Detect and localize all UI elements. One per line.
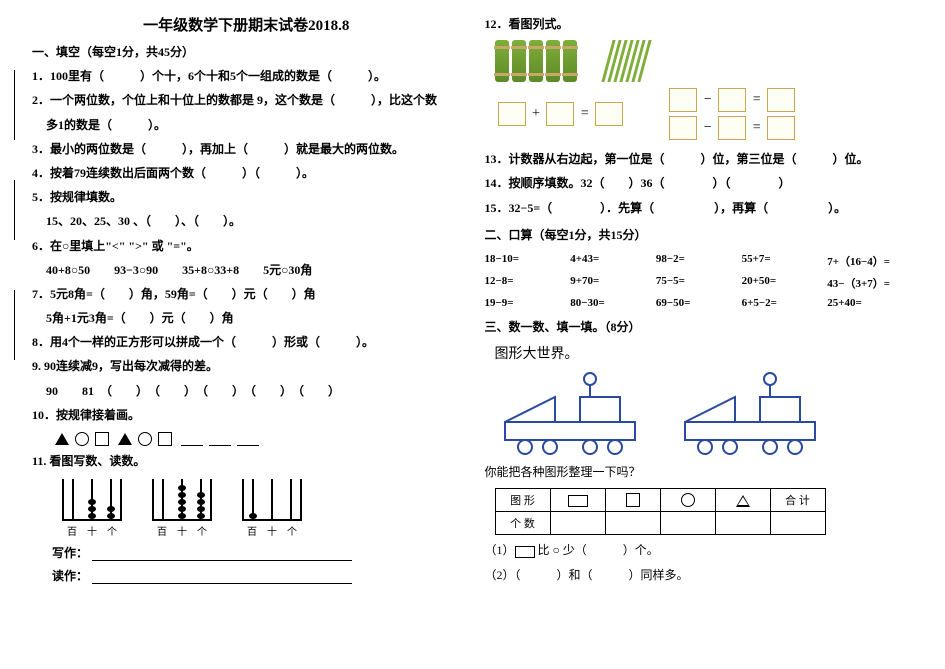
q12: 12．看图列式。 <box>485 15 914 34</box>
train-1 <box>495 367 655 457</box>
q9-row: 90 81 （ ） （ ） （ ） （ ） （ ） <box>46 382 461 401</box>
q13: 13．计数器从右边起，第一位是（ ）位，第三位是（ ）位。 <box>485 150 914 169</box>
section2-header: 二、口算（每空1分，共15分） <box>485 226 914 245</box>
abacus-2: 百十个 <box>152 479 212 538</box>
q8: 8．用4个一样的正方形可以拼成一个（ ）形或（ ）。 <box>32 333 461 352</box>
q9: 9. 90连续减9，写出每次减得的差。 <box>32 357 461 376</box>
bundle-illustration <box>495 40 914 82</box>
read-line: 读作： <box>52 567 461 584</box>
q1: 1．100里有（ ）个十，6个十和5个一组成的数是（ ）。 <box>32 67 461 86</box>
sub-q2: （2）（ ）和（ ）同样多。 <box>485 566 914 585</box>
q6-row: 40+8○50 93−3○90 35+8○33+8 5元○30角 <box>46 261 461 280</box>
section1-header: 一、填空（每空1分，共45分） <box>32 43 461 62</box>
q2b: 多1的数是（ ）。 <box>46 116 461 135</box>
table-prompt: 你能把各种图形整理一下吗？ <box>485 463 914 482</box>
square-icon <box>626 493 640 507</box>
q4: 4．按着79连续数出后面两个数（ ）（ ）。 <box>32 164 461 183</box>
q14: 14．按顺序填数。32（ ）36（ ）（ ） <box>485 174 914 193</box>
triangle-icon <box>736 495 750 507</box>
train-area: 图形大世界。 <box>485 343 914 457</box>
abacus-row: 百十个 百十个 百十个 <box>62 479 461 538</box>
abacus-3: 百十个 <box>242 479 302 538</box>
section3-header: 三、数一数、填一填。（8分） <box>485 318 914 337</box>
abacus-1: 百十个 <box>62 479 122 538</box>
q10: 10．按规律接着画。 <box>32 406 461 425</box>
q11: 11. 看图写数、读数。 <box>32 452 461 471</box>
circle-icon <box>681 493 695 507</box>
rect-icon <box>568 495 588 507</box>
train-2 <box>675 367 835 457</box>
q7b: 5角+1元3角=（ ）元（ ）角 <box>46 309 461 328</box>
q5-row: 15、20、25、30 、（ ）、（ ）。 <box>46 212 461 231</box>
train-title: 图形大世界。 <box>495 343 914 363</box>
shape-table: 图 形 合 计 个 数 <box>495 488 826 535</box>
q2a: 2．一个两位数，个位上和十位上的数都是 9，这个数是（ ），比这个数 <box>32 91 461 110</box>
q15: 15．32−5=（ ）．先算（ ），再算（ ）。 <box>485 199 914 218</box>
calc-grid: 18−10=4+43=98−2=55+7=7+（16−4）= 12−8=9+70… <box>485 250 914 312</box>
sub-q1: （1） 比 ○ 少（ ）个。 <box>485 541 914 560</box>
q6: 6．在○里填上"<" ">" 或 "="。 <box>32 237 461 256</box>
write-line: 写作： <box>52 544 461 561</box>
q3: 3．最小的两位数是（ ），再加上（ ）就是最大的两位数。 <box>32 140 461 159</box>
equation-row: + = − = − = <box>495 88 914 140</box>
q7a: 7．5元8角=（ ）角，59角=（ ）元（ ）角 <box>32 285 461 304</box>
pattern-row <box>52 431 461 446</box>
q5: 5．按规律填数。 <box>32 188 461 207</box>
page-title: 一年级数学下册期末试卷2018.8 <box>32 14 461 35</box>
